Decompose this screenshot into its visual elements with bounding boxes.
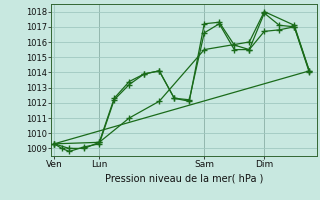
X-axis label: Pression niveau de la mer( hPa ): Pression niveau de la mer( hPa ) bbox=[105, 173, 263, 183]
